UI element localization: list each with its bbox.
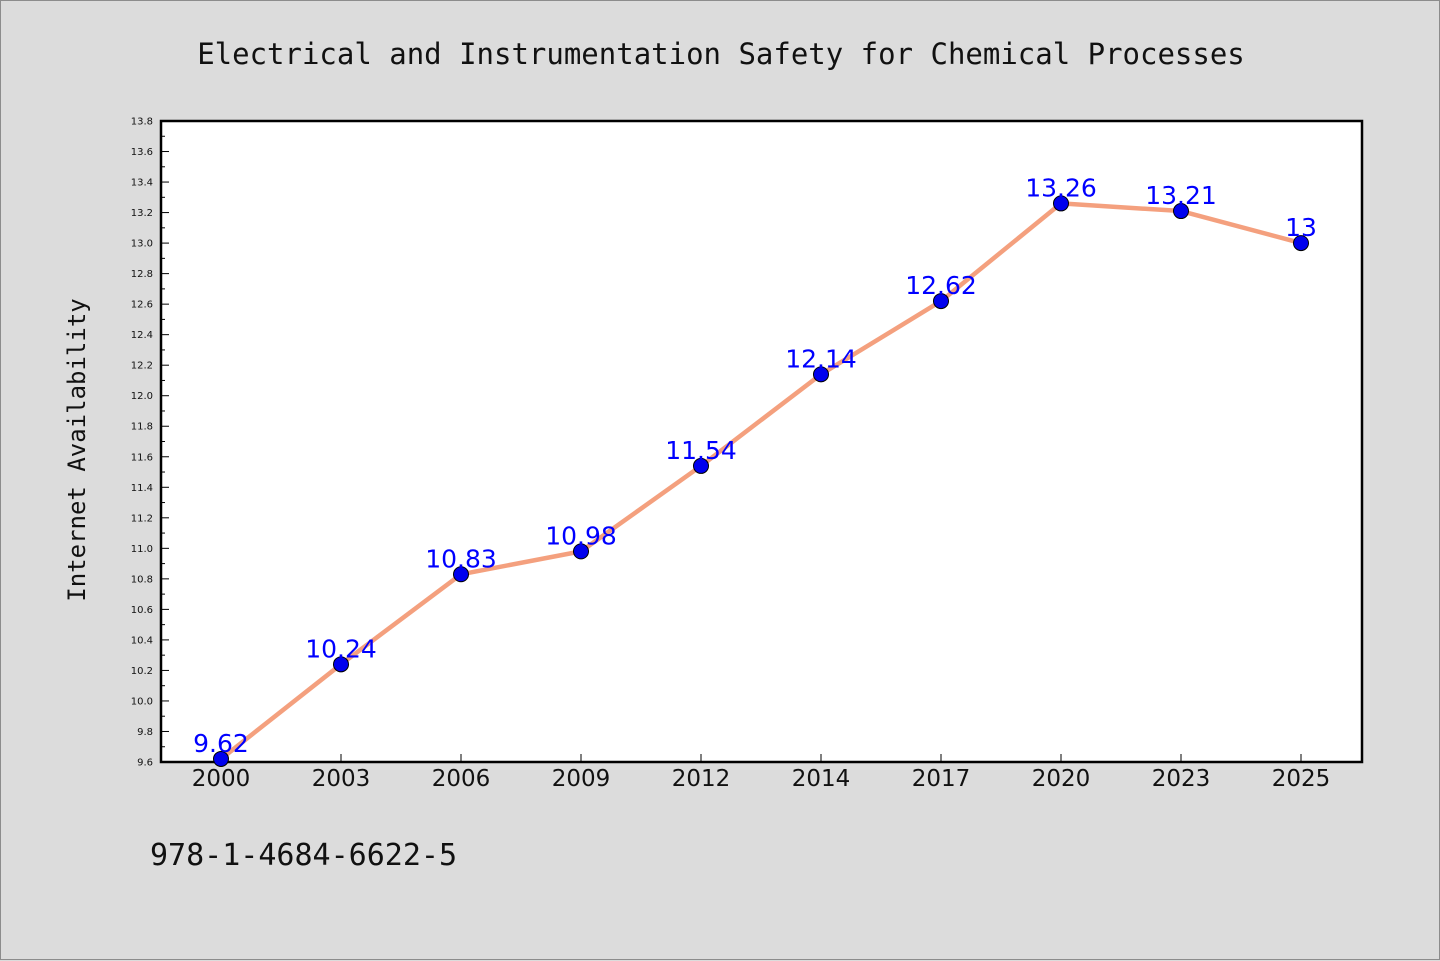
data-point bbox=[213, 750, 229, 767]
y-tick-label: 10.6 bbox=[131, 605, 153, 616]
x-tick-label: 2020 bbox=[1032, 766, 1091, 792]
y-tick-label: 13.8 bbox=[131, 117, 153, 128]
data-label: 10.24 bbox=[305, 634, 377, 663]
x-tick-label: 2014 bbox=[792, 766, 851, 792]
data-point bbox=[1293, 235, 1309, 252]
y-tick-label: 13.2 bbox=[131, 208, 153, 219]
y-tick-label: 11.8 bbox=[131, 422, 153, 433]
x-tick-label: 2012 bbox=[672, 766, 731, 792]
y-tick-label: 12.6 bbox=[131, 300, 153, 311]
y-axis-ticks: 9.6 9.8 10.0 10.2 10.4 10.6 10.8 11.0 11.2 11.4 11… bbox=[131, 117, 169, 769]
data-point bbox=[573, 543, 589, 560]
data-label: 13.21 bbox=[1145, 181, 1217, 210]
series-line bbox=[218, 201, 1304, 762]
x-tick-label: 2017 bbox=[912, 766, 971, 792]
y-tick-label: 11.0 bbox=[131, 544, 153, 555]
data-label: 13.26 bbox=[1025, 173, 1097, 202]
data-point bbox=[933, 293, 949, 310]
x-tick-label: 2023 bbox=[1152, 766, 1211, 792]
y-tick-label: 9.6 bbox=[137, 758, 153, 769]
plot-area bbox=[159, 119, 1364, 764]
data-series: 9.62 10.24 10.83 10.98 11.54 12.14 12.62 13.26 1… bbox=[193, 173, 1317, 767]
y-tick-label: 12.8 bbox=[131, 269, 153, 280]
y-tick-label: 12.0 bbox=[131, 391, 153, 402]
data-label: 9.62 bbox=[193, 729, 249, 758]
data-label: 12.62 bbox=[905, 271, 977, 300]
y-tick-label: 13.4 bbox=[131, 178, 153, 189]
data-point bbox=[1173, 203, 1189, 220]
data-point bbox=[333, 656, 349, 673]
data-point bbox=[453, 566, 469, 583]
y-tick-label: 10.4 bbox=[131, 635, 153, 646]
x-tick-label: 2006 bbox=[432, 766, 491, 792]
y-tick-label: 13.6 bbox=[131, 147, 153, 158]
y-axis-label: Internet Availability bbox=[63, 298, 91, 601]
y-tick-label: 11.6 bbox=[131, 452, 153, 463]
x-tick-label: 2025 bbox=[1272, 766, 1331, 792]
y-tick-label: 12.2 bbox=[131, 361, 153, 372]
y-tick-label: 10.0 bbox=[131, 696, 153, 707]
x-tick-label: 2003 bbox=[312, 766, 371, 792]
data-label: 13 bbox=[1285, 213, 1317, 242]
x-tick-label: 2000 bbox=[192, 766, 251, 792]
chart-title: Electrical and Instrumentation Safety fo… bbox=[197, 37, 1245, 71]
data-label: 11.54 bbox=[665, 436, 737, 465]
y-tick-label: 10.8 bbox=[131, 574, 153, 585]
data-point bbox=[693, 457, 709, 474]
y-tick-label: 10.2 bbox=[131, 666, 153, 677]
y-tick-label: 9.8 bbox=[137, 727, 153, 738]
y-tick-label: 11.4 bbox=[131, 483, 153, 494]
data-label: 10.83 bbox=[425, 544, 497, 573]
y-tick-label: 12.4 bbox=[131, 330, 153, 341]
y-tick-label: 11.2 bbox=[131, 513, 153, 524]
data-label: 10.98 bbox=[545, 521, 617, 550]
data-label: 12.14 bbox=[785, 344, 857, 373]
x-axis-ticks: 2000 2003 2006 2009 2012 2014 2017 2020 2023 2025 bbox=[192, 754, 1331, 792]
x-tick-label: 2009 bbox=[552, 766, 611, 792]
isbn-text: 978-1-4684-6622-5 bbox=[150, 838, 457, 873]
y-tick-label: 13.0 bbox=[131, 239, 153, 250]
data-point bbox=[1053, 195, 1069, 212]
data-point bbox=[813, 366, 829, 383]
